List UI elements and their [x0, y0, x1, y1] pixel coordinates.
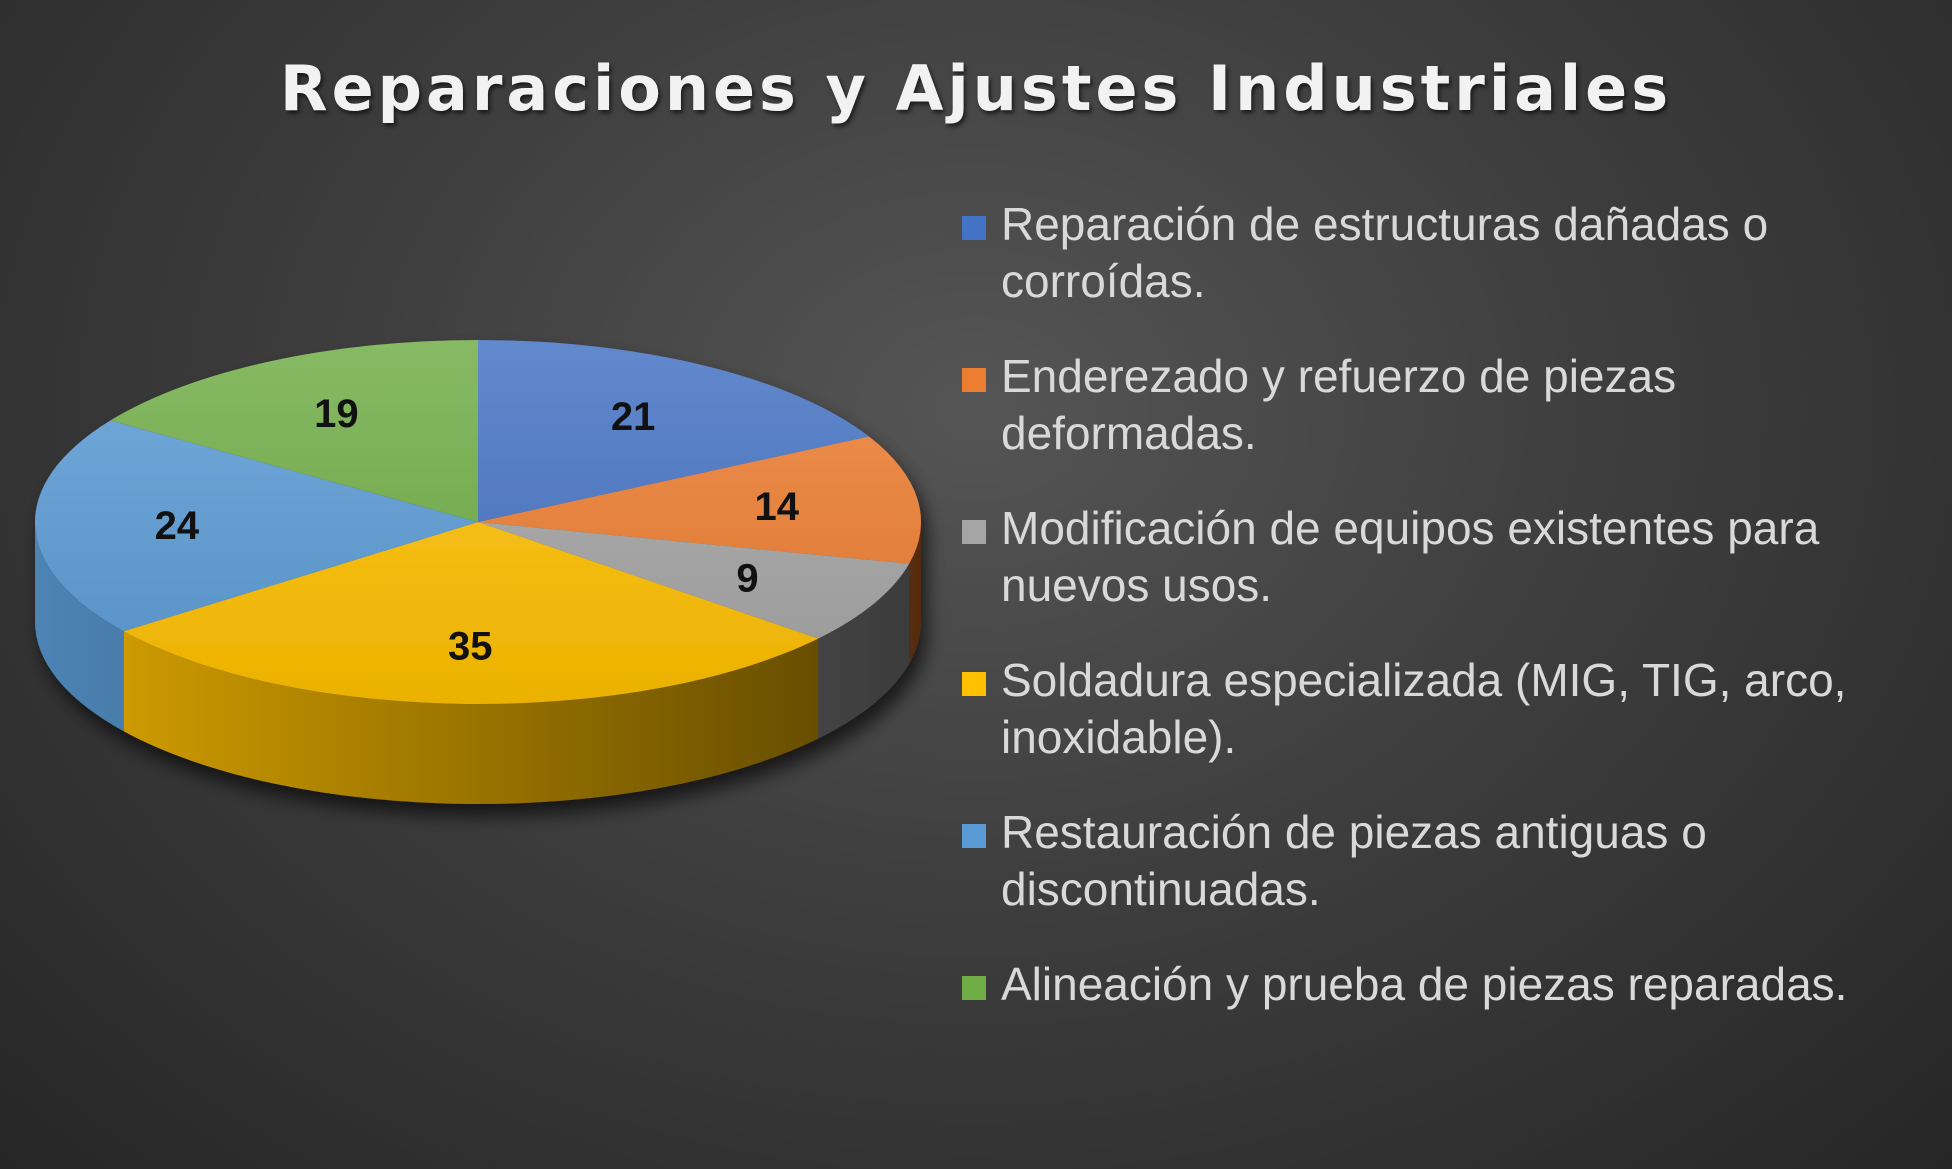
pie-slice-side-4 — [123, 631, 819, 805]
legend-swatch — [962, 824, 986, 848]
pie-slice-4 — [123, 522, 819, 705]
legend-label: Reparación de estructuras dañadas o corr… — [1001, 198, 1769, 307]
legend-label: Alineación y prueba de piezas reparadas. — [1001, 958, 1848, 1010]
pie-slice-2 — [478, 436, 922, 564]
data-label-4: 35 — [448, 625, 493, 669]
pie-slice-side-5 — [35, 522, 124, 732]
pie-slice-side-3 — [818, 563, 910, 739]
pie-slice-6 — [110, 340, 478, 522]
legend-swatch — [962, 216, 986, 240]
data-label-3: 9 — [736, 556, 758, 600]
legend-swatch — [962, 976, 986, 1000]
data-label-2: 14 — [755, 485, 800, 529]
legend-label: Modificación de equipos existentes para … — [1001, 502, 1820, 611]
pie-slice-1 — [478, 340, 870, 522]
pie-slice-3 — [478, 522, 910, 639]
chart-title: Reparaciones y Ajustes Industriales — [279, 52, 1673, 125]
data-label-1: 21 — [611, 395, 656, 439]
legend-label: Soldadura especializada (MIG, TIG, arco,… — [1001, 654, 1847, 763]
data-label-5: 24 — [155, 504, 200, 548]
pie-slice-side-2 — [909, 522, 921, 664]
legend-label: Restauración de piezas antiguas o discon… — [1001, 806, 1707, 915]
legend-swatch — [962, 672, 986, 696]
data-label-6: 19 — [314, 392, 359, 436]
legend-swatch — [962, 520, 986, 544]
pie-slice-5 — [34, 420, 478, 632]
legend-label: Enderezado y refuerzo de piezas deformad… — [1001, 350, 1677, 459]
legend-swatch — [962, 368, 986, 392]
